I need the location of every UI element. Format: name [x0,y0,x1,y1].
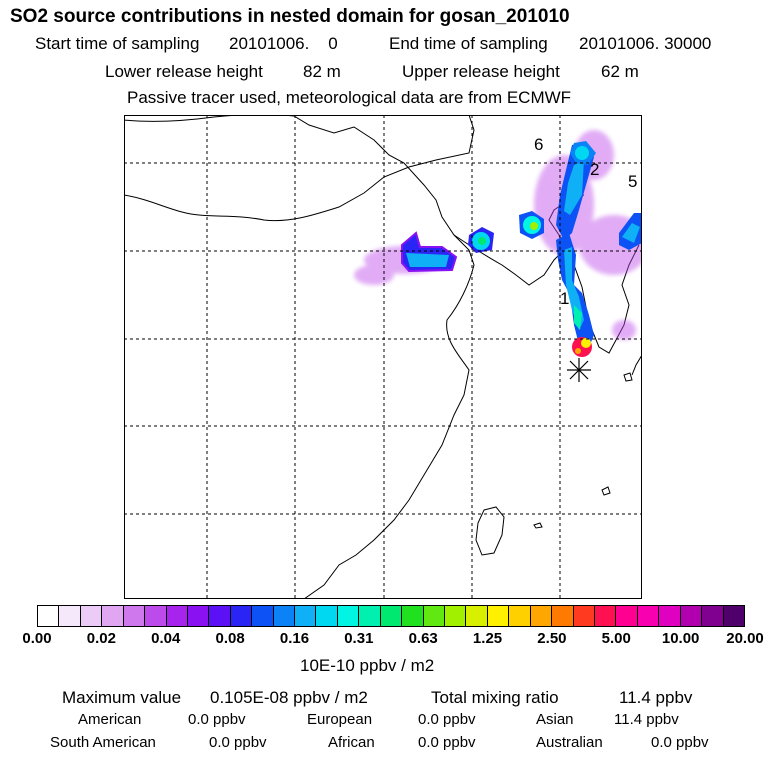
colorbar-tick-label: 0.63 [408,630,438,647]
colorbar-segment [359,606,381,626]
colorbar-tick-label: 0.31 [344,630,374,647]
colorbar-segment [230,606,253,626]
south-american-label: South American [50,734,156,751]
australian-value: 0.0 ppbv [651,734,709,751]
upper-release-value: 62 m [601,62,639,81]
max-value-label: Maximum value [62,688,182,707]
region-label-1: 1 [560,289,569,308]
colorbar-tick-label: 0.02 [86,630,116,647]
colorbar-segment [145,606,167,626]
colorbar-tick-label: 2.50 [537,630,567,647]
colorbar-segment [316,606,338,626]
colorbar-segment [166,606,188,626]
colorbar-segment [552,606,574,626]
colorbar-tick-label: 0.16 [279,630,310,647]
colorbar-segment [723,606,744,626]
total-mixing-label: Total mixing ratio [431,688,559,707]
receptor-marker [567,358,591,382]
upper-release-label: Upper release height [402,62,560,81]
australian-label: Australian [536,734,603,751]
colorbar-segment [252,606,274,626]
tracer-note: Passive tracer used, meteorological data… [127,88,572,107]
colorbar-segment [59,606,81,626]
colorbar-segment [680,606,703,626]
korea-border [563,244,640,354]
colorbar-tick-label: 10.00 [661,630,700,647]
colorbar-segment [702,606,724,626]
african-value: 0.0 ppbv [418,734,476,751]
colorbar-segment [102,606,124,626]
end-time-value: 20101006. 30000 [579,34,712,53]
colorbar-segment [466,606,488,626]
american-value: 0.0 ppbv [188,711,246,728]
south-american-value: 0.0 ppbv [209,734,267,751]
island-2 [601,486,611,496]
american-label: American [78,711,142,728]
colorbar-tick-label: 1.25 [472,630,503,647]
colorbar-segment [273,606,296,626]
lower-release-value: 82 m [303,62,341,81]
total-mixing-value: 11.4 ppbv [619,688,693,707]
colorbar-segment [423,606,446,626]
graticule [124,115,642,599]
island-1 [533,522,543,529]
colorbar-segment [337,606,360,626]
map-title: SO2 source contributions in nested domai… [10,6,570,27]
colorbar-tick-label: 0.04 [151,630,181,647]
colorbar-segment [594,606,617,626]
region-label-2: 2 [590,160,599,179]
colorbar-tick-label: 0.08 [215,630,245,647]
colorbar-tick-label: 5.00 [601,630,631,647]
region-label-6: 6 [534,135,543,154]
colorbar-segment [637,606,660,626]
colorbar-segment [38,606,60,626]
max-value: 0.105E-08 ppbv / m2 [210,688,368,707]
region-label-5: 5 [628,172,637,191]
colorbar-segment [445,606,467,626]
map-frame [124,115,642,599]
colorbar-segment [530,606,553,626]
colorbar-segment [573,606,595,626]
map-panel: 1 2 5 6 [124,115,642,599]
colorbar-segment [123,606,146,626]
colorbar-segment [402,606,424,626]
european-value: 0.0 ppbv [418,711,476,728]
japan-coast [631,354,642,376]
colorbar-tick-label: 20.00 [726,630,764,647]
colorbar-segment [187,606,210,626]
asian-value: 11.4 ppbv [614,711,679,728]
colorbar-segment [487,606,510,626]
colorbar-segment [295,606,317,626]
taiwan-island [475,506,505,556]
colorbar-segment [80,606,103,626]
start-time-label: Start time of sampling [35,34,200,53]
colorbar-segment [509,606,531,626]
end-time-label: End time of sampling [389,34,548,53]
colorbar [37,605,745,627]
colorbar-segment [209,606,231,626]
colorbar-segment [380,606,403,626]
colorbar-segment [616,606,638,626]
mongolia-border [124,115,475,222]
colorbar-unit: 10E-10 ppbv / m2 [300,656,435,675]
start-time-value: 20101006. 0 [229,34,338,53]
colorbar-tick-label: 0.00 [22,630,52,647]
asian-label: Asian [536,711,574,728]
european-label: European [307,711,373,728]
african-label: African [328,734,375,751]
island-3 [623,372,633,382]
lower-release-label: Lower release height [105,62,263,81]
coastlines [124,115,642,599]
colorbar-segment [659,606,681,626]
